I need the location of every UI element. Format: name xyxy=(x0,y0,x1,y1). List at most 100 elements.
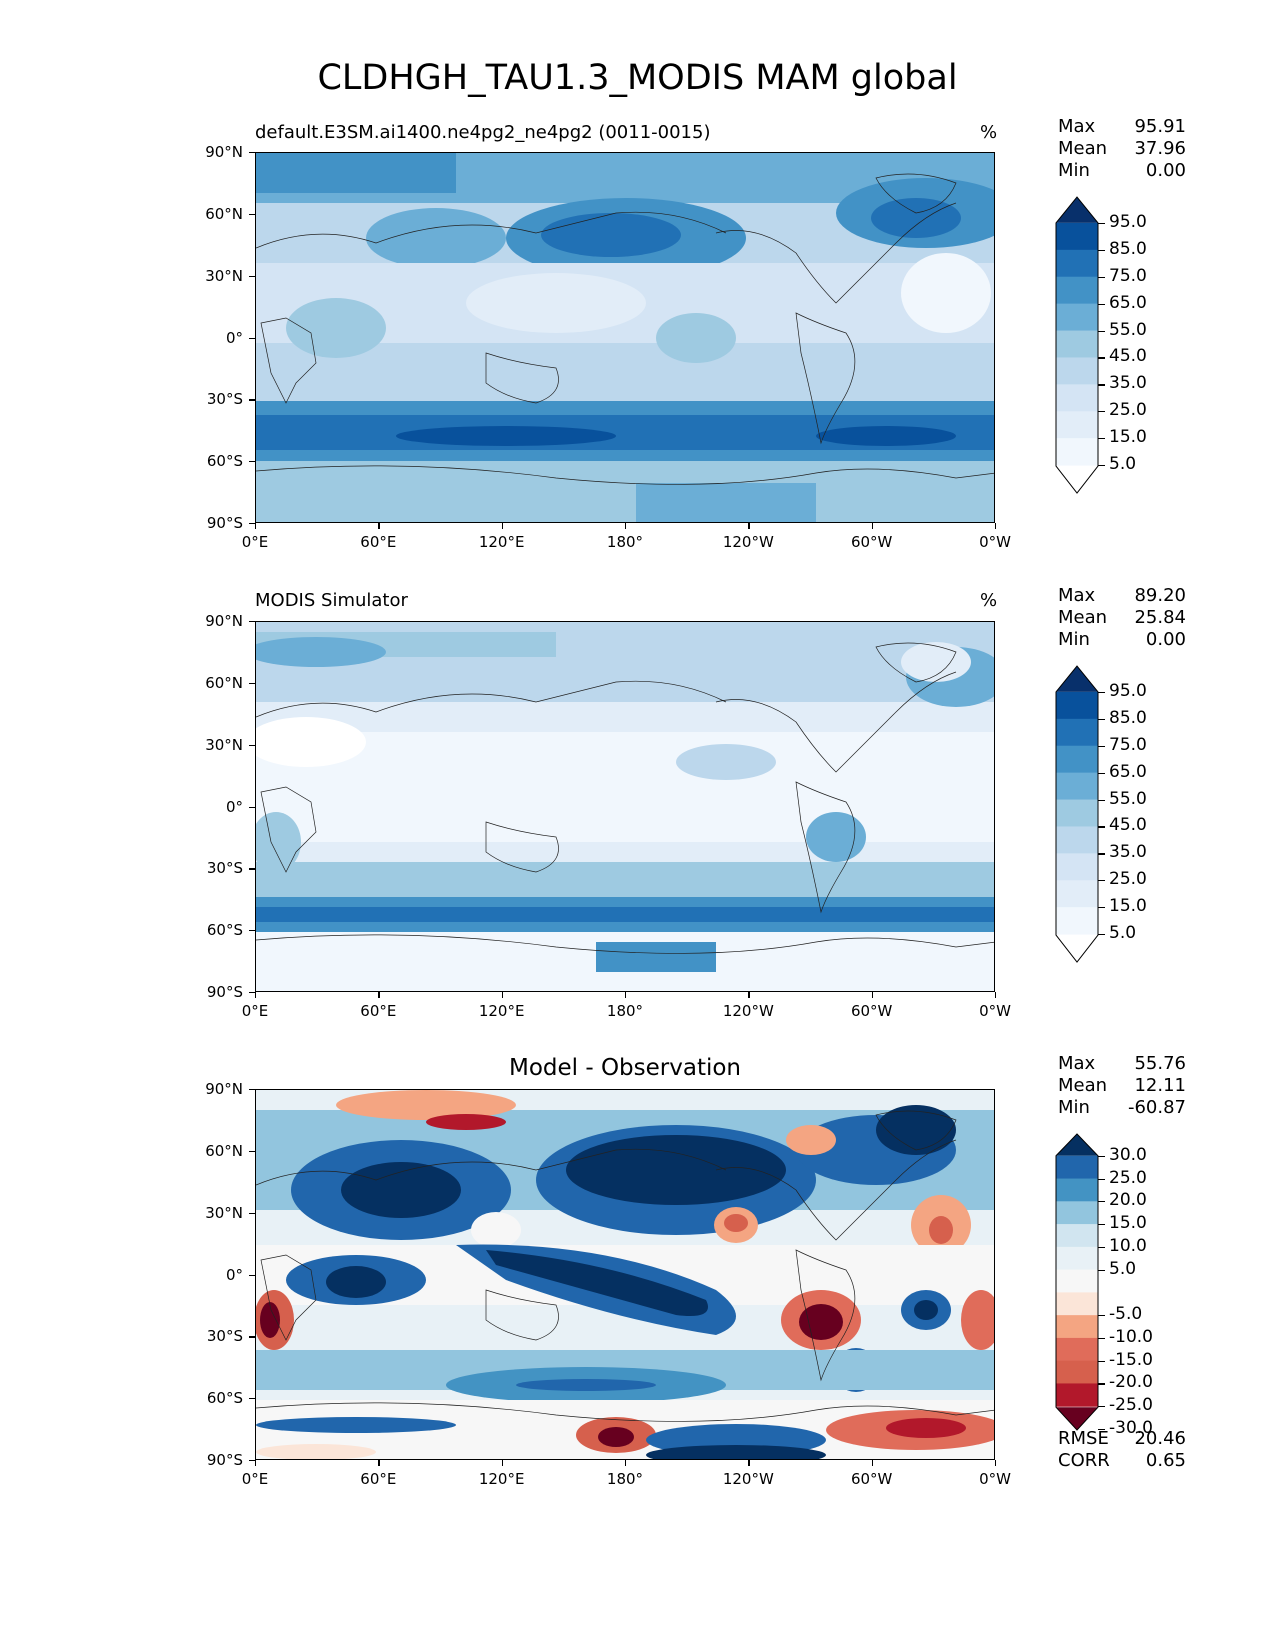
colorbar-tick-label: 45.0 xyxy=(1109,815,1147,836)
colorbar-tick xyxy=(1098,1360,1105,1362)
lon-tick-label: 120°E xyxy=(478,1002,525,1020)
colorbar-tick xyxy=(1098,276,1105,278)
lat-tick xyxy=(249,152,255,154)
colorbar xyxy=(1055,196,1099,494)
stat-value: -60.87 xyxy=(1127,1097,1186,1118)
colorbar-segment xyxy=(1056,1292,1098,1316)
lat-tick-label: 90°N xyxy=(205,1080,243,1098)
lat-tick xyxy=(249,1398,255,1400)
stats-box: Max 95.91 Mean 37.96 Min 0.00 xyxy=(1058,116,1186,182)
lon-tick xyxy=(378,992,380,998)
lon-tick-label: 0°E xyxy=(241,1470,269,1488)
colorbar-segment xyxy=(1056,1201,1098,1225)
colorbar-segment xyxy=(1056,907,1098,935)
colorbar-tick-label: 15.0 xyxy=(1109,427,1147,448)
lon-tick xyxy=(625,523,627,529)
colorbar-tick-label: 5.0 xyxy=(1109,454,1137,475)
colorbar-segment xyxy=(1056,718,1098,747)
colorbar-tick xyxy=(1098,1246,1105,1249)
stat-label: Min xyxy=(1058,629,1090,650)
lat-tick-label: 0° xyxy=(225,797,243,816)
lat-tick-label: 90°S xyxy=(206,514,243,532)
lon-tick xyxy=(995,523,997,529)
colorbar-segment xyxy=(1056,303,1098,332)
colorbar-segment xyxy=(1056,276,1098,305)
lat-tick-label: 90°S xyxy=(206,983,243,1001)
colorbar-tick-label: -30.0 xyxy=(1109,1418,1153,1438)
lat-tick-label: 60°S xyxy=(206,452,243,471)
lat-tick xyxy=(249,275,255,277)
stat-label: Mean xyxy=(1058,1075,1108,1096)
lat-tick xyxy=(249,682,255,685)
lat-tick xyxy=(249,806,255,808)
lat-tick-label: 30°N xyxy=(205,735,243,754)
colorbar-tick xyxy=(1098,249,1105,251)
colorbar-segment xyxy=(1056,249,1098,278)
lat-tick-label: 30°S xyxy=(206,859,243,878)
colorbar-segment xyxy=(1056,1224,1098,1248)
colorbar-tick-label: 65.0 xyxy=(1109,761,1147,782)
colorbar-tick-label: 75.0 xyxy=(1109,734,1147,755)
colorbar-tick xyxy=(1098,357,1105,359)
stat-row: Min -60.87 xyxy=(1058,1097,1186,1119)
map-plot xyxy=(255,621,995,992)
lat-tick-label: 30°S xyxy=(206,390,243,409)
lon-tick-label: 180° xyxy=(606,1002,644,1020)
colorbar-tick-label: -25.0 xyxy=(1109,1395,1153,1416)
lat-tick-label: 60°N xyxy=(205,673,243,692)
lat-tick-label: 0° xyxy=(225,1265,243,1284)
lon-tick-label: 120°W xyxy=(722,533,774,551)
colorbar-segment xyxy=(1056,411,1098,439)
lon-tick xyxy=(501,992,503,998)
stat-row: Min 0.00 xyxy=(1058,160,1186,182)
stat-label: Mean xyxy=(1058,138,1108,159)
colorbar-tick-label: 30.0 xyxy=(1109,1144,1147,1165)
colorbar-segment xyxy=(1056,1178,1098,1202)
stats-box-bottom: RMSE 20.46 CORR 0.65 xyxy=(1058,1428,1186,1472)
colorbar-segment xyxy=(1056,466,1098,493)
lon-tick xyxy=(995,1460,997,1466)
colorbar-segment xyxy=(1056,935,1098,962)
colorbar-tick xyxy=(1098,907,1105,909)
colorbar-tick-label: 75.0 xyxy=(1109,265,1147,286)
stat-label: CORR xyxy=(1058,1450,1110,1471)
colorbar-tick-label: 25.0 xyxy=(1109,400,1147,421)
lon-tick-label: 120°E xyxy=(478,1470,525,1488)
colorbar-segment xyxy=(1056,745,1098,774)
lon-tick-label: 180° xyxy=(606,1470,644,1488)
panel-observation: MODIS Simulator % xyxy=(0,0,1275,992)
colorbar-segment xyxy=(1056,384,1098,412)
colorbar-tick xyxy=(1098,1269,1105,1271)
colorbar-segment xyxy=(1056,1315,1098,1339)
lat-tick-label: 90°S xyxy=(206,1451,243,1469)
lon-tick-label: 180° xyxy=(606,533,644,551)
stats-box: Max 55.76 Mean 12.11 Min -60.87 xyxy=(1058,1053,1186,1119)
map-plot xyxy=(255,1089,995,1460)
lat-tick xyxy=(249,868,255,870)
lon-tick xyxy=(255,523,257,529)
panel-title: default.E3SM.ai1400.ne4pg2_ne4pg2 (0011-… xyxy=(255,122,711,143)
colorbar-tick xyxy=(1098,303,1105,305)
lon-tick-label: 120°W xyxy=(722,1002,774,1020)
colorbar-tick-label: 95.0 xyxy=(1109,211,1147,232)
lon-tick xyxy=(501,1460,503,1466)
stat-row: Mean 37.96 xyxy=(1058,138,1186,160)
colorbar-tick-label: 25.0 xyxy=(1109,1167,1147,1188)
colorbar-segment xyxy=(1056,1383,1098,1407)
colorbar-tick-label: 5.0 xyxy=(1109,1258,1137,1279)
colorbar-segment xyxy=(1056,1407,1098,1430)
lon-tick xyxy=(501,523,503,529)
stat-label: Min xyxy=(1058,160,1090,181)
colorbar-tick xyxy=(1098,1383,1105,1385)
colorbar-tick-label: -20.0 xyxy=(1109,1372,1153,1393)
lat-tick xyxy=(249,1089,255,1091)
stat-value: 20.46 xyxy=(1134,1428,1186,1449)
colorbar-tick xyxy=(1098,718,1105,720)
lat-tick-label: 60°S xyxy=(206,921,243,940)
colorbar-segment xyxy=(1056,1269,1098,1293)
stat-label: Max xyxy=(1058,585,1096,606)
lon-tick-label: 60°E xyxy=(360,1470,397,1488)
lon-tick xyxy=(255,1460,257,1466)
lon-tick-label: 60°W xyxy=(850,533,893,551)
colorbar-tick xyxy=(1098,691,1105,694)
